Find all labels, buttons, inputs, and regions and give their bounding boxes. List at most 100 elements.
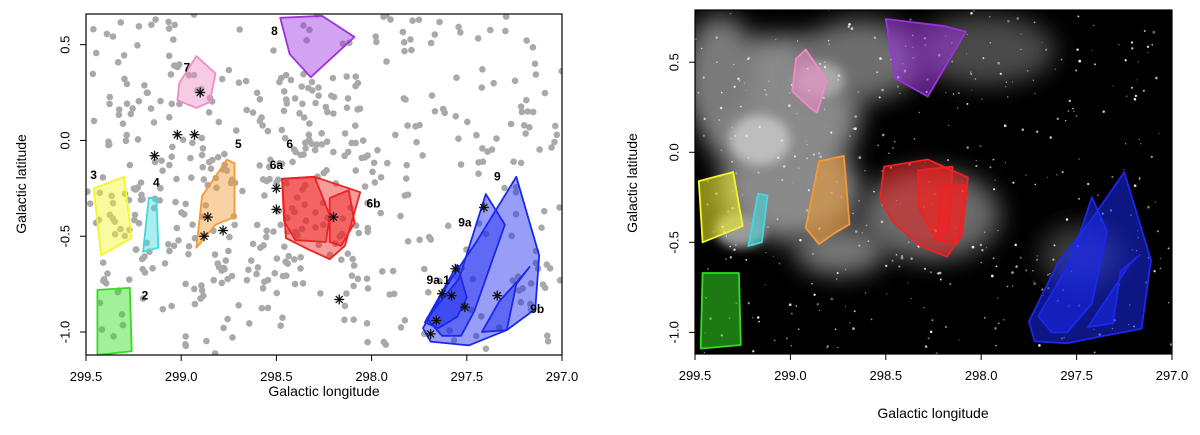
star (867, 240, 870, 242)
star (768, 80, 770, 82)
star (1159, 257, 1162, 260)
field-point (108, 192, 115, 200)
field-point (166, 247, 173, 255)
asterisk-marker (195, 87, 206, 98)
right-y-tick-label: 0.5 (666, 53, 681, 71)
star (758, 320, 760, 323)
left-region-3 (92, 175, 133, 257)
star (1036, 255, 1039, 257)
field-point (99, 174, 107, 181)
star (909, 18, 912, 21)
field-point (446, 327, 454, 334)
star (970, 71, 972, 73)
star (910, 257, 913, 260)
field-point (139, 196, 146, 203)
star (1021, 128, 1025, 132)
star (1130, 41, 1134, 44)
field-point (293, 194, 301, 201)
field-point (308, 78, 316, 86)
field-point (137, 179, 145, 186)
field-point (226, 233, 233, 241)
field-point (520, 122, 528, 129)
star (733, 248, 736, 251)
field-point (487, 26, 494, 34)
star (817, 152, 821, 155)
star (879, 57, 882, 60)
star (740, 105, 742, 108)
field-point (511, 77, 519, 85)
star (715, 36, 718, 39)
star (980, 261, 983, 264)
star (907, 282, 909, 285)
star (824, 61, 826, 63)
star (780, 139, 784, 142)
star (1155, 76, 1158, 80)
star (997, 297, 999, 299)
star (907, 241, 910, 244)
field-point (472, 332, 480, 340)
field-point (110, 333, 117, 340)
field-point (129, 105, 136, 112)
star (729, 245, 732, 248)
field-point (119, 120, 127, 127)
field-point (139, 295, 147, 302)
star (848, 23, 851, 26)
field-point (98, 326, 106, 333)
field-point (277, 322, 285, 330)
field-point (512, 189, 520, 196)
field-point (517, 298, 525, 306)
field-point (298, 83, 306, 90)
asterisk-marker (199, 231, 210, 242)
star (1032, 269, 1034, 272)
star (847, 25, 850, 28)
star (718, 119, 721, 121)
left-region-9b (481, 265, 531, 333)
field-point (127, 110, 135, 118)
right-x-tick-label: 299.0 (774, 368, 807, 383)
field-point (354, 275, 362, 283)
field-point (169, 143, 176, 151)
star (796, 113, 798, 115)
field-point (401, 317, 409, 324)
right-y-axis-label: Galactic latitude (624, 133, 640, 233)
field-point (157, 184, 164, 192)
field-point (227, 179, 235, 187)
field-point (544, 338, 552, 345)
field-point (150, 119, 158, 126)
field-point (343, 290, 350, 297)
field-point (452, 112, 460, 120)
left-asterisks (149, 87, 503, 339)
field-point (300, 70, 307, 78)
field-point (523, 96, 530, 104)
field-point (121, 75, 128, 83)
field-point (507, 120, 515, 128)
field-point (315, 84, 322, 91)
star (894, 141, 896, 143)
star (1047, 274, 1049, 276)
star (1078, 197, 1081, 200)
field-point (182, 342, 190, 350)
star (778, 262, 781, 265)
star (830, 131, 833, 134)
star (858, 244, 861, 247)
star (1035, 258, 1039, 261)
field-point (149, 265, 156, 272)
star (896, 85, 900, 88)
field-point (431, 31, 439, 38)
field-point (312, 209, 319, 216)
field-point (256, 96, 264, 103)
star (997, 61, 1001, 65)
field-point (156, 197, 164, 204)
star (1006, 96, 1009, 98)
field-point (403, 161, 411, 169)
field-point (531, 60, 539, 68)
field-point (518, 108, 526, 116)
field-point (305, 131, 313, 138)
star (819, 155, 823, 159)
star (970, 12, 973, 15)
field-point (190, 14, 198, 18)
asterisk-marker (202, 212, 213, 223)
star (873, 36, 877, 40)
field-point (185, 250, 192, 258)
